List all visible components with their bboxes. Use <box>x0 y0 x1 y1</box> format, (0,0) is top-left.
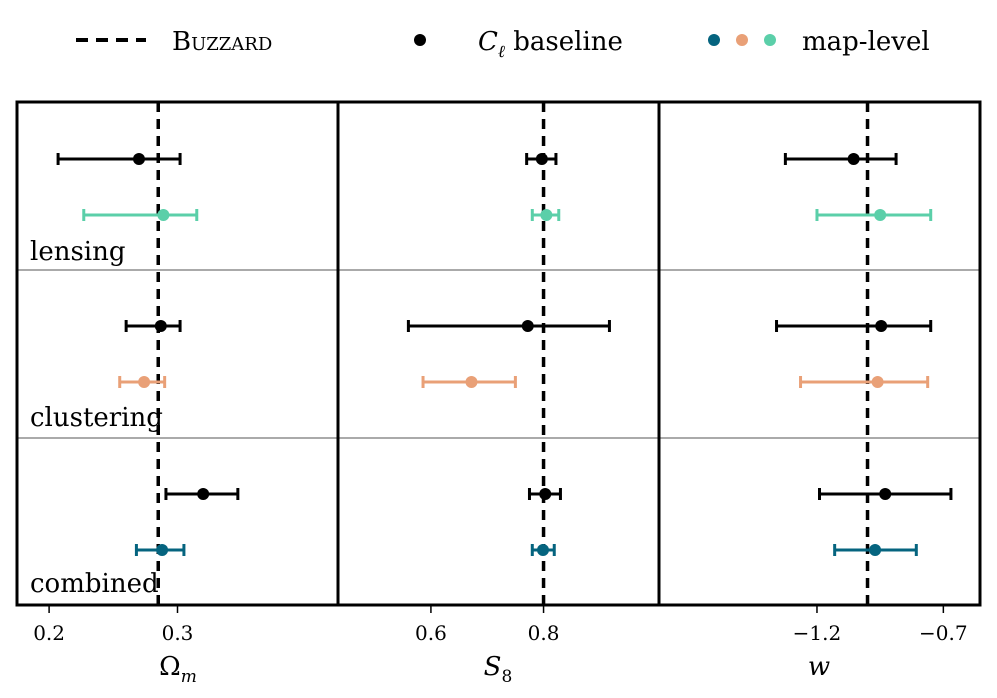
data-point-0-clustering-map-level <box>138 376 151 388</box>
xlabel-w: w <box>808 652 830 682</box>
legend-baseline-rest: baseline <box>505 27 623 57</box>
x-tick-label-2-0: −1.2 <box>793 621 842 645</box>
panel-omega-m: 0.2 0.3 <box>33 102 240 645</box>
data-point-1-clustering-map-level <box>465 376 478 388</box>
data-point-0-combined-baseline <box>197 488 210 500</box>
x-tick-label-1-1: 0.8 <box>528 621 560 645</box>
panel-w: −1.2 −0.7 <box>775 102 968 645</box>
data-point-0-lensing-map-level <box>157 209 170 221</box>
data-point-0-combined-map-level <box>156 544 169 556</box>
data-point-2-lensing-map-level <box>874 209 887 221</box>
legend-baseline-subscript: ℓ <box>498 42 505 62</box>
plot-frame <box>15 100 982 607</box>
data-point-1-combined-map-level <box>536 544 549 556</box>
legend-maplevel-dot-combined <box>708 34 720 46</box>
data-point-2-clustering-map-level <box>871 376 884 388</box>
data-point-2-clustering-baseline <box>875 320 888 332</box>
data-point-1-clustering-baseline <box>521 320 534 332</box>
data-point-2-combined-baseline <box>879 488 892 500</box>
x-tick-label-0-0: 0.2 <box>33 621 65 645</box>
xlabel-s8: S8 <box>484 652 513 687</box>
x-tick-label-2-1: −0.7 <box>919 621 968 645</box>
legend-maplevel-dot-lensing <box>764 34 776 46</box>
data-point-1-lensing-baseline <box>535 153 548 165</box>
row-label-combined: combined <box>30 569 159 599</box>
legend-baseline-label: Cℓ baseline <box>478 27 623 62</box>
row-label-clustering: clustering <box>30 403 163 433</box>
x-tick-label-1-0: 0.6 <box>415 621 447 645</box>
legend: Buzzard Cℓ baseline map-level <box>76 27 930 62</box>
data-point-0-clustering-baseline <box>154 320 167 332</box>
x-tick-label-0-1: 0.3 <box>162 621 194 645</box>
xlabel-omega-m: Ωm <box>159 652 197 687</box>
legend-maplevel-dot-clustering <box>736 34 748 46</box>
legend-maplevel-label: map-level <box>802 27 930 57</box>
data-point-1-combined-baseline <box>539 488 552 500</box>
data-point-2-combined-map-level <box>869 544 882 556</box>
data-point-0-lensing-baseline <box>132 153 145 165</box>
data-point-1-lensing-map-level <box>540 209 553 221</box>
panel-s8: 0.6 0.8 <box>406 102 611 645</box>
row-label-lensing: lensing <box>30 237 126 267</box>
legend-baseline-dot <box>414 34 426 46</box>
legend-truth-label: Buzzard <box>172 27 272 57</box>
data-point-2-lensing-baseline <box>847 153 860 165</box>
legend-baseline-symbol: C <box>478 27 498 57</box>
